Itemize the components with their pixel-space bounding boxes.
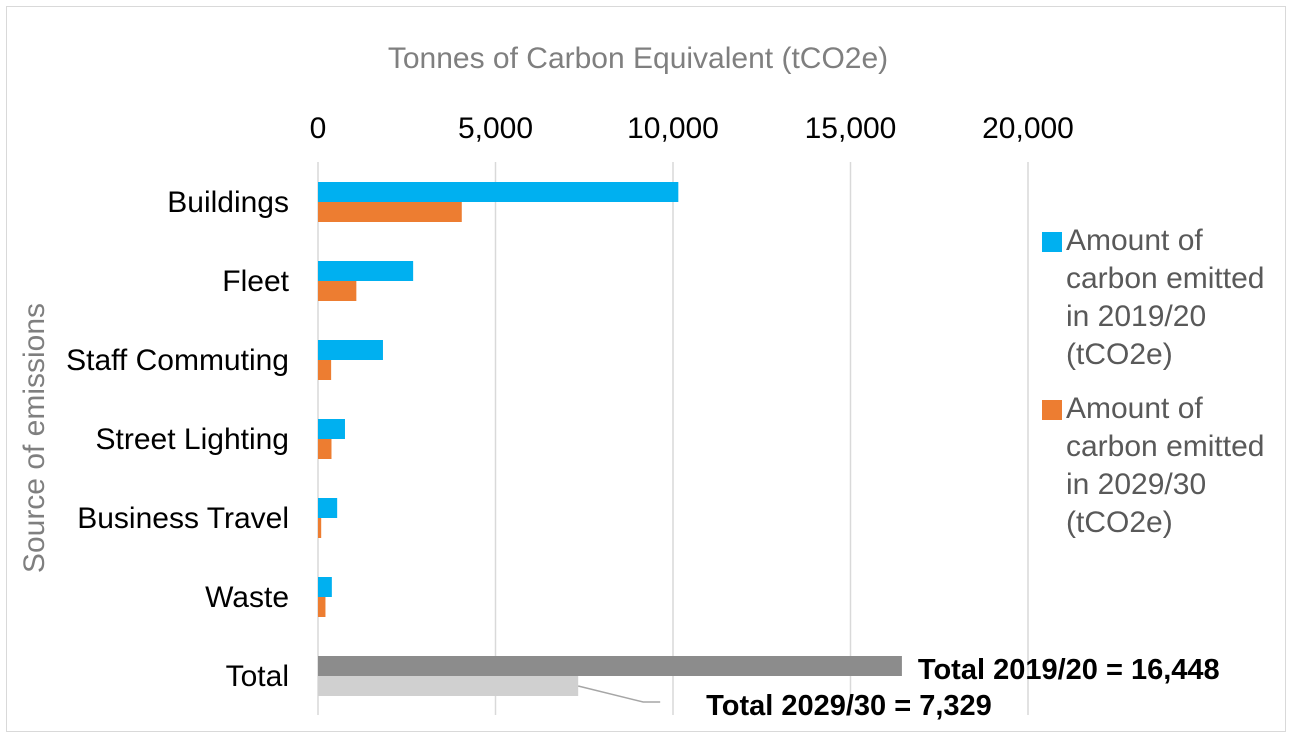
bar-business-travel-series-1 <box>318 498 337 518</box>
bar-total-series-2 <box>318 676 578 696</box>
x-tick-label: 15,000 <box>805 112 897 145</box>
category-label-total: Total <box>226 660 289 693</box>
category-labels: Buildings Fleet Staff Commuting Street Ligh… <box>66 186 290 693</box>
legend-label-series-2: Amount of <box>1066 392 1203 425</box>
category-label-buildings: Buildings <box>167 186 289 219</box>
bar-waste-series-2 <box>318 597 325 617</box>
category-label-fleet: Fleet <box>222 265 289 298</box>
legend-label-series-1: in 2019/20 <box>1066 300 1206 333</box>
legend-label-series-1: Amount of <box>1066 224 1203 257</box>
total-annotation-2029-30: Total 2029/30 = 7,329 <box>706 690 992 722</box>
legend-swatch-series-2 <box>1042 400 1062 420</box>
legend: Amount of carbon emitted in 2019/20 (tCO2e)… <box>1042 224 1264 539</box>
bar-staff-commuting-series-1 <box>318 340 383 360</box>
x-tick-label: 5,000 <box>458 112 533 145</box>
gridlines <box>318 162 1028 715</box>
bar-street-lighting-series-2 <box>318 439 331 459</box>
category-label-waste: Waste <box>205 581 289 614</box>
x-tick-label: 10,000 <box>627 112 719 145</box>
bar-fleet-series-1 <box>318 261 413 281</box>
legend-label-series-1: (tCO2e) <box>1066 338 1173 371</box>
bar-staff-commuting-series-2 <box>318 360 331 380</box>
x-axis-title: Tonnes of Carbon Equivalent (tCO2e) <box>388 42 888 75</box>
bar-buildings-series-2 <box>318 202 462 222</box>
annotation-leader-line <box>578 686 660 702</box>
x-tick-label: 20,000 <box>982 112 1074 145</box>
y-axis-title: Source of emissions <box>18 303 51 573</box>
bar-street-lighting-series-1 <box>318 419 345 439</box>
bar-buildings-series-1 <box>318 182 678 202</box>
legend-label-series-2: (tCO2e) <box>1066 506 1173 539</box>
category-label-staff-commuting: Staff Commuting <box>66 344 289 377</box>
legend-swatch-series-1 <box>1042 232 1062 252</box>
category-label-street-lighting: Street Lighting <box>96 423 289 456</box>
bar-waste-series-1 <box>318 577 332 597</box>
bar-total-series-1 <box>318 656 902 676</box>
bar-fleet-series-2 <box>318 281 356 301</box>
total-annotation-2019-20: Total 2019/20 = 16,448 <box>918 654 1220 686</box>
legend-label-series-2: in 2029/30 <box>1066 468 1206 501</box>
x-axis-ticks: 0 5,000 10,000 15,000 20,000 <box>310 112 1074 145</box>
bars <box>318 182 902 696</box>
category-label-business-travel: Business Travel <box>77 502 289 535</box>
legend-label-series-1: carbon emitted <box>1066 262 1264 295</box>
legend-label-series-2: carbon emitted <box>1066 430 1264 463</box>
bar-business-travel-series-2 <box>318 518 321 538</box>
x-tick-label: 0 <box>310 112 327 145</box>
